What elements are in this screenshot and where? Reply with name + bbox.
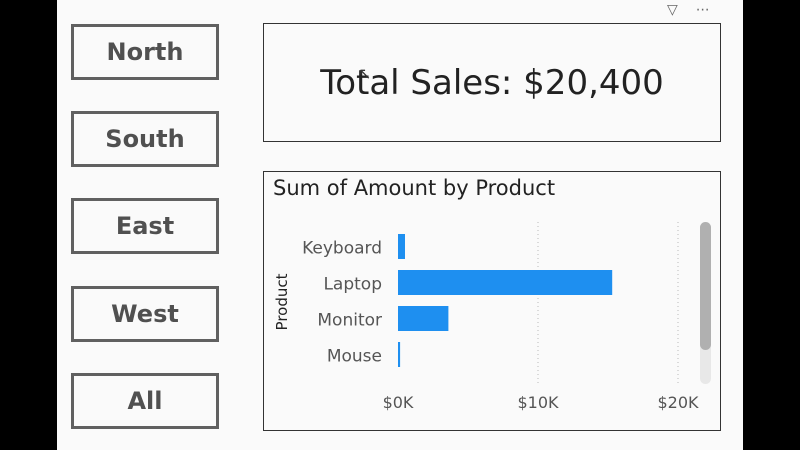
slicer-button-north[interactable]: North [71,24,219,80]
bar-laptop[interactable] [398,270,613,295]
chart-title: Sum of Amount by Product [273,176,556,200]
chart-plot: $0K $10K $20K Product Keyboard Laptop Monitor M… [273,222,699,412]
slicer-button-west[interactable]: West [71,286,219,342]
filter-icon[interactable]: ▽ [667,2,678,18]
bar-chart[interactable]: Sum of Amount by Product $0K $10K $20K Prod… [263,171,721,431]
x-tick-label: $10K [517,393,559,412]
bar-monitor[interactable] [398,306,449,331]
slicer-button-all[interactable]: All [71,373,219,429]
total-sales-card[interactable]: Total Sales: $20,400 [263,23,721,142]
category-label: Laptop [323,275,382,295]
category-label: Mouse [327,347,382,367]
visual-header: ▽ ⋯ [667,2,710,18]
chart-scrollbar-thumb[interactable] [700,222,711,350]
bar-mouse[interactable] [398,342,401,367]
more-options-icon[interactable]: ⋯ [695,2,710,18]
y-axis-title: Product [273,273,291,330]
bar-keyboard[interactable] [398,234,405,259]
report-canvas: ▽ ⋯ North South East West All Total Sale… [57,0,743,450]
slicer-button-south[interactable]: South [71,111,219,167]
total-sales-value: Total Sales: $20,400 [320,62,664,103]
slicer-button-east[interactable]: East [71,198,219,254]
mouse-cursor-icon: ↖ [358,64,372,83]
category-label: Monitor [317,311,382,331]
x-tick-label: $20K [657,393,699,412]
x-tick-label: $0K [383,393,414,412]
category-label: Keyboard [302,239,382,259]
